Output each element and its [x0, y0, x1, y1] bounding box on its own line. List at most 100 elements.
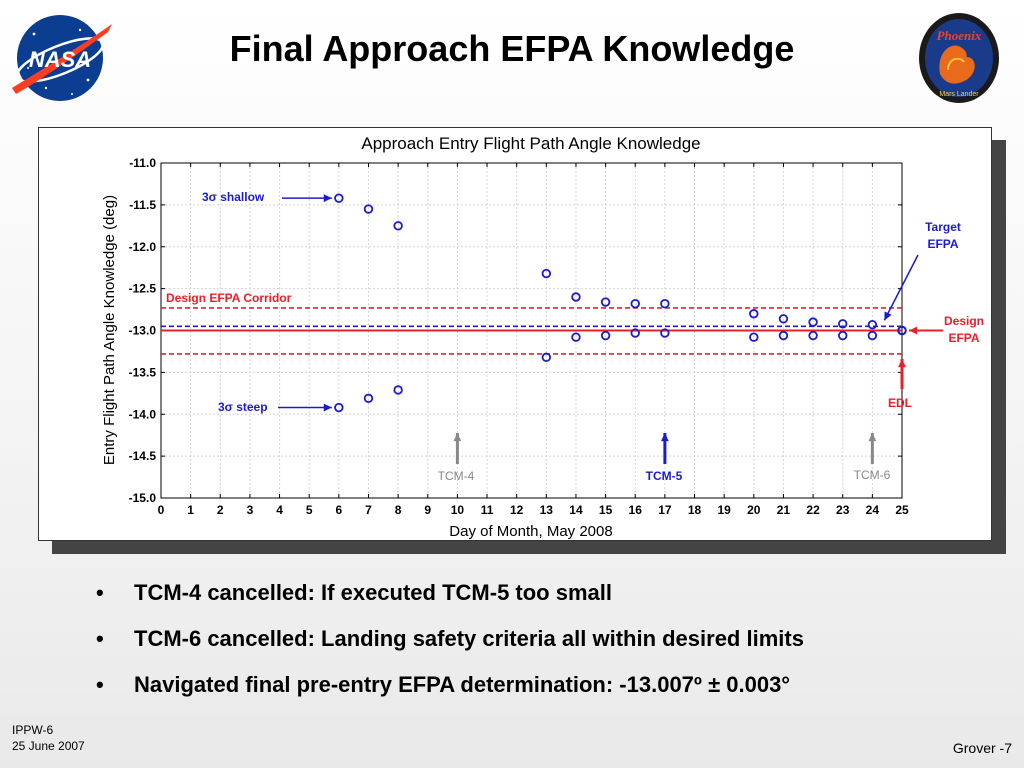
arrow-target-efpa-head [884, 311, 892, 321]
bullet-dot-icon: • [96, 672, 104, 697]
x-tick-label: 19 [717, 503, 731, 517]
x-axis-label: Day of Month, May 2008 [449, 523, 612, 540]
annotation-3sigma-shallow: 3σ shallow [202, 190, 265, 204]
x-tick-label: 15 [599, 503, 613, 517]
x-tick-label: 12 [510, 503, 524, 517]
x-tick-label: 4 [276, 503, 283, 517]
data-point-steep [363, 393, 374, 404]
bullet-item: • TCM-6 cancelled: Landing safety criteri… [96, 620, 804, 666]
x-tick-label: 9 [424, 503, 431, 517]
data-point-shallow [541, 268, 552, 279]
x-tick-label: 24 [866, 503, 880, 517]
x-tick-label: 13 [540, 503, 554, 517]
data-point-steep [838, 330, 848, 341]
x-tick-label: 5 [306, 503, 313, 517]
arrow-design-efpa-head [909, 326, 918, 335]
x-tick-label: 8 [395, 503, 402, 517]
x-tick-label: 6 [335, 503, 342, 517]
x-tick-label: 7 [365, 503, 372, 517]
x-tick-label: 2 [217, 503, 224, 517]
x-tick-label: 1 [187, 503, 194, 517]
phoenix-patch-logo: Phoenix Mars Lander [919, 13, 999, 103]
slide-title: Final Approach EFPA Knowledge [229, 28, 795, 69]
x-tick-label: 14 [569, 503, 583, 517]
bullet-dot-icon: • [96, 580, 104, 605]
data-point-steep [334, 402, 344, 413]
data-point-shallow [630, 298, 640, 309]
arrow-edl-head [898, 359, 906, 368]
y-axis-ticks: -11.0 -11.5 -12.0 -12.5 -13.0 -13.5 -14.0 -14.5… [129, 156, 902, 505]
annotation-target-efpa-line1: Target [925, 220, 961, 234]
bullet-text: Navigated final pre-entry EFPA determina… [134, 672, 791, 697]
data-point-shallow [571, 292, 581, 302]
arrow-3sigma-steep-head [323, 403, 332, 412]
arrow-3sigma-shallow-head [323, 194, 332, 203]
y-tick-label: -12.0 [129, 240, 157, 254]
data-point-shallow [838, 319, 848, 329]
annotation-edl: EDL [888, 396, 912, 410]
annotation-tcm-6: TCM-6 [854, 468, 891, 482]
footer-date: 25 June 2007 [12, 739, 85, 753]
arrow-tcm-6-head [868, 433, 877, 442]
bullet-list: • TCM-4 cancelled: If executed TCM-5 too … [96, 574, 804, 712]
annotation-tcm-5: TCM-5 [646, 469, 683, 483]
data-point-shallow [334, 193, 344, 203]
data-point-steep [897, 325, 907, 336]
data-point-shallow [808, 317, 818, 327]
annotation-design-efpa-line2: EFPA [948, 331, 979, 345]
x-tick-label: 23 [836, 503, 850, 517]
x-tick-label: 11 [481, 503, 494, 517]
data-point-steep [393, 385, 403, 395]
arrow-tcm-5-head [660, 433, 669, 442]
data-point-steep [749, 332, 759, 342]
footer-left: IPPW-6 25 June 2007 [12, 722, 85, 754]
annotation-target-efpa-line2: EFPA [927, 237, 958, 251]
data-point-steep [867, 330, 878, 341]
x-tick-label: 22 [806, 503, 820, 517]
data-point-steep [778, 330, 789, 341]
reference-lines [161, 307, 902, 355]
y-tick-label: -14.0 [129, 407, 157, 421]
data-point-steep [808, 330, 818, 341]
bullet-item: • Navigated final pre-entry EFPA determin… [96, 666, 804, 712]
data-point-shallow [867, 319, 878, 330]
annotation-arrows [278, 194, 943, 464]
data-point-steep [630, 328, 640, 338]
chart-title: Approach Entry Flight Path Angle Knowled… [361, 134, 700, 153]
bullet-text: TCM-6 cancelled: Landing safety criteria… [134, 626, 804, 651]
phoenix-patch-title: Phoenix [937, 28, 982, 43]
x-tick-label: 25 [895, 503, 909, 517]
y-tick-label: -15.0 [129, 491, 157, 505]
data-point-shallow [600, 297, 611, 307]
y-tick-label: -12.5 [129, 282, 157, 296]
x-tick-label: 3 [247, 503, 254, 517]
annotation-tcm-4: TCM-4 [438, 469, 475, 483]
bullet-dot-icon: • [96, 626, 104, 651]
data-point-steep [660, 328, 670, 338]
data-point-steep [600, 330, 611, 341]
footer-conference: IPPW-6 [12, 723, 54, 737]
y-tick-label: -13.0 [129, 324, 157, 338]
arrow-target-efpa-shaft [883, 254, 919, 321]
bullet-item: • TCM-4 cancelled: If executed TCM-5 too … [96, 574, 804, 620]
annotation-3sigma-steep: 3σ steep [218, 400, 268, 414]
data-point-steep [541, 352, 552, 362]
nasa-logo: NASA [12, 15, 112, 101]
x-tick-label: 16 [629, 503, 643, 517]
efpa-chart: 0 1 2 3 4 5 6 7 8 9 10 11 12 13 14 15 16 17 18 19 20 21 22 23 24… [101, 134, 984, 540]
data-point-shallow [778, 314, 789, 324]
annotation-design-efpa-line1: Design [944, 314, 984, 328]
x-axis-ticks: 0 1 2 3 4 5 6 7 8 9 10 11 12 13 14 15 16 17 18 19 20 21 22 23 24… [158, 163, 909, 517]
y-tick-label: -13.5 [129, 365, 157, 379]
data-point-shallow [660, 298, 670, 309]
footer-page-label: Grover -7 [952, 740, 1012, 756]
y-tick-label: -11.0 [129, 156, 156, 170]
x-tick-label: 17 [658, 503, 672, 517]
y-tick-label: -11.5 [129, 198, 156, 212]
data-point-shallow [393, 221, 403, 231]
nasa-logo-text: NASA [29, 47, 91, 72]
chart-frame [38, 127, 992, 541]
y-axis-label: Entry Flight Path Angle Knowledge (deg) [101, 195, 118, 465]
x-tick-label: 10 [451, 503, 465, 517]
x-tick-label: 18 [688, 503, 702, 517]
